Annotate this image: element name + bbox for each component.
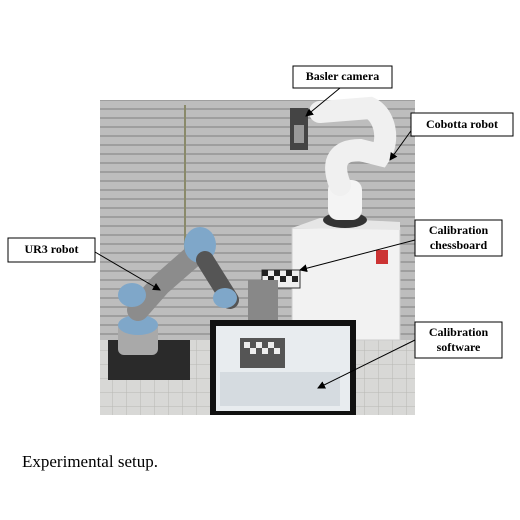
label: Calibration [429,223,489,237]
photo [100,96,415,415]
arrow [317,339,416,389]
arrow [94,251,161,291]
label-box [410,112,514,137]
label: Cobotta robot [426,117,498,131]
label: software [437,340,481,354]
label: Calibration [429,325,489,339]
arrow [389,127,414,161]
caption: Experimental setup. [22,452,158,471]
label: Basler camera [306,69,379,83]
label: UR3 robot [24,242,78,256]
label-box [414,321,503,359]
label-box [292,65,393,89]
arrow [305,87,341,117]
label-box [7,237,96,263]
label-box [414,219,503,257]
label: chessboard [430,238,488,252]
arrow [299,239,416,273]
annotations: Basler camera Cobotta robot Calibration … [7,65,514,389]
